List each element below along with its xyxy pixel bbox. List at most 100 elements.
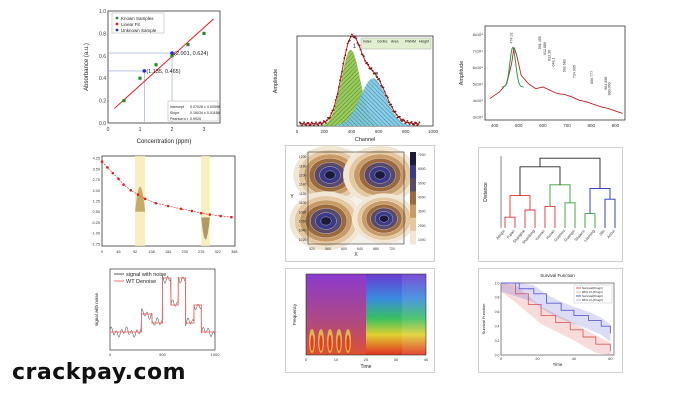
decay-chart: 0 46 92 138 184 230 276 322 368 4.25 3.50 2.75 2.00 1… (80, 150, 240, 265)
y-tick-label: 3x10⁴ (473, 115, 484, 120)
y-tick-label: -1.00 (91, 232, 100, 236)
data-point (353, 36, 356, 39)
leaf-label: Hunan (546, 229, 556, 240)
data-point (391, 106, 394, 108)
dendrogram-branch (584, 213, 596, 228)
calibration-chart: 0 1 2 3 0.0 0.2 0.4 0.6 0.8 1.0 Concentration (ppm… (80, 5, 230, 150)
data-point (367, 63, 370, 66)
contour-ring (374, 170, 386, 180)
y-axis-label: Y (290, 194, 294, 200)
x-tick-label: 600 (341, 247, 347, 251)
stats-key: Slope (170, 111, 179, 115)
spectrogram-band (366, 274, 402, 355)
peak-label: 612.886 (543, 42, 547, 55)
fitted-peak (501, 46, 524, 88)
colorbar-segment (410, 152, 416, 166)
data-point (136, 193, 140, 196)
data-point (390, 103, 393, 106)
spectrum-chart: 474.31 591.455 612.886 632.36 648.1 692.683 73… (455, 20, 630, 140)
y-tick-label: 0.2 (495, 339, 500, 343)
fit-table (360, 37, 432, 50)
data-point (352, 35, 354, 38)
data-point (380, 84, 383, 87)
data-point (413, 123, 415, 126)
data-point (344, 54, 347, 57)
x-tick-label: 0 (305, 357, 308, 362)
y-tick-label: 0.8 (495, 296, 500, 300)
x-axis-label: X (354, 252, 358, 258)
y-tick-label: 7x10⁴ (473, 49, 484, 54)
colorbar-tick: 5000 (418, 181, 426, 185)
y-tick-label: 5x10⁴ (473, 82, 484, 87)
data-point (361, 54, 364, 56)
data-point (314, 122, 316, 125)
survival-line (501, 282, 611, 334)
transient-core (328, 335, 332, 351)
x-tick-label: 276 (198, 250, 204, 254)
transient-down (201, 217, 210, 240)
data-point (340, 75, 342, 78)
data-point (303, 121, 305, 124)
y-tick-label: 1160 (299, 174, 307, 178)
spectrogram-band (402, 274, 426, 355)
data-point (342, 62, 345, 65)
data-point (363, 55, 365, 58)
plot-frame (307, 151, 405, 245)
decay-svg: 0 46 92 138 184 230 276 322 368 4.25 3.50 2.75 2.00 1… (91, 155, 237, 254)
colorbar-tick: 1000 (418, 238, 426, 242)
y-tick-label: 1120 (299, 192, 307, 196)
dendrogram-branch (604, 198, 616, 228)
dendrogram-branch (549, 184, 571, 207)
legend-label: Known Samples (121, 16, 154, 21)
stats-value: 0.9925 (190, 117, 201, 121)
x-tick-label: 138 (148, 250, 154, 254)
peak-fit-chart: 1 2 0 200 400 600 800 1000 Channel Amplitude Index… (265, 30, 440, 145)
data-point (190, 209, 194, 213)
data-point (305, 124, 308, 127)
leaf-label: Anhui (606, 229, 615, 239)
data-point (401, 120, 403, 123)
transient-core (319, 335, 323, 351)
data-point (356, 42, 359, 44)
x-tick-label: 92 (133, 250, 137, 254)
legend-marker (115, 22, 119, 26)
leaf-label: Jilin (598, 229, 605, 237)
dendrogram-branch (524, 209, 536, 228)
data-point (230, 215, 233, 219)
fit-table-header: Height (419, 40, 429, 44)
x-tick-label: 600 (375, 129, 383, 134)
data-point (336, 93, 339, 95)
data-point (302, 122, 304, 125)
data-point (374, 72, 377, 75)
data-point (122, 183, 125, 186)
spectrogram-band (306, 274, 366, 355)
peak-label: 648.1 (552, 58, 556, 67)
data-point (299, 122, 302, 125)
x-tick-label: 800 (402, 129, 410, 134)
data-point (386, 96, 389, 99)
x-tick-label: 680 (373, 247, 379, 251)
data-point (376, 76, 378, 79)
y-tick-label: 1.25 (93, 200, 100, 204)
annotation-label: (1.135, 0.465) (146, 69, 180, 75)
data-point (307, 121, 310, 124)
data-point (410, 121, 413, 123)
fit-table-header: Centre (377, 40, 388, 44)
data-point (326, 119, 328, 122)
x-tick-label: 640 (357, 247, 363, 251)
x-tick-label: 20 (535, 357, 539, 361)
known-sample-point (154, 63, 158, 67)
x-tick-label: 0 (500, 357, 502, 361)
x-tick-label: 400 (348, 129, 356, 134)
x-tick-label: 322 (215, 250, 221, 254)
y-tick-label: 3.50 (93, 167, 100, 171)
contour-ring (320, 216, 332, 226)
y-tick-label: 4.25 (93, 157, 100, 161)
legend-box (573, 284, 613, 304)
plot-frame (305, 273, 427, 356)
x-tick-label: 0 (296, 129, 299, 134)
data-point (199, 211, 203, 215)
peak-label: 1 (353, 44, 357, 50)
